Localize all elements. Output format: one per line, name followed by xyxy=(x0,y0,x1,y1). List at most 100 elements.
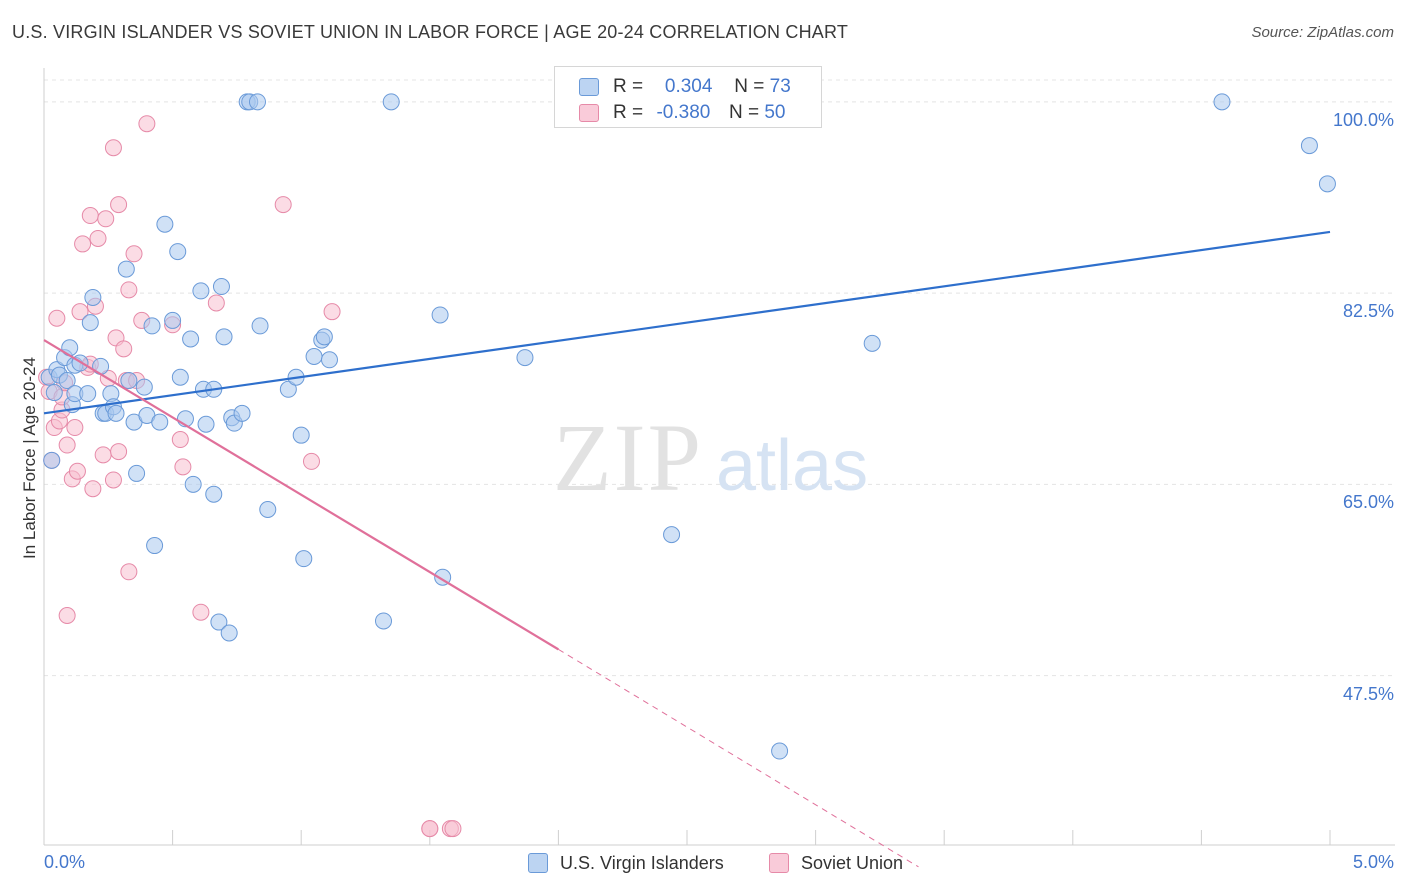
data-point[interactable] xyxy=(323,303,341,321)
data-point[interactable] xyxy=(169,243,187,261)
data-point[interactable] xyxy=(205,485,223,503)
legend-n-value: 50 xyxy=(764,102,786,123)
legend-item-us-virgin-islanders[interactable]: U.S. Virgin Islanders xyxy=(528,850,724,876)
legend-n-label: N = xyxy=(734,76,765,97)
data-point[interactable] xyxy=(120,281,138,299)
grid-lines xyxy=(44,79,1395,677)
data-point[interactable] xyxy=(107,404,125,422)
data-point[interactable] xyxy=(516,349,534,367)
data-point[interactable] xyxy=(315,328,333,346)
data-point[interactable] xyxy=(71,303,89,321)
data-point[interactable] xyxy=(292,426,310,444)
data-point[interactable] xyxy=(863,334,881,352)
legend-swatch-blue xyxy=(579,78,599,96)
chart-source: Source: ZipAtlas.com xyxy=(1251,24,1394,41)
data-point[interactable] xyxy=(320,351,338,369)
data-point[interactable] xyxy=(146,537,164,555)
legend-row-us-virgin-islanders: R = 0.304 N = 73 xyxy=(579,74,791,100)
data-point[interactable] xyxy=(375,612,393,630)
data-point[interactable] xyxy=(663,526,681,544)
data-point[interactable] xyxy=(171,368,189,386)
data-point[interactable] xyxy=(104,139,122,157)
data-point[interactable] xyxy=(135,378,153,396)
data-point[interactable] xyxy=(58,436,76,454)
data-point[interactable] xyxy=(104,471,122,489)
data-point[interactable] xyxy=(431,306,449,324)
data-point[interactable] xyxy=(58,372,76,390)
data-point[interactable] xyxy=(110,196,128,214)
y-tick-label: 100.0% xyxy=(1332,109,1394,130)
data-point[interactable] xyxy=(248,93,266,111)
data-point[interactable] xyxy=(43,451,61,469)
data-point[interactable] xyxy=(81,207,99,225)
data-point[interactable] xyxy=(192,282,210,300)
data-point[interactable] xyxy=(1318,175,1336,193)
data-point[interactable] xyxy=(128,464,146,482)
data-point[interactable] xyxy=(151,413,169,431)
data-point[interactable] xyxy=(210,613,228,631)
legend-label-soviet-union: Soviet Union xyxy=(801,852,904,873)
data-point[interactable] xyxy=(89,229,107,247)
data-point[interactable] xyxy=(125,245,143,263)
data-point[interactable] xyxy=(279,380,297,398)
data-point[interactable] xyxy=(274,196,292,214)
legend-r-label: R = xyxy=(613,102,644,123)
data-point[interactable] xyxy=(220,624,238,642)
data-point[interactable] xyxy=(295,550,313,568)
series-us-virgin-islanders xyxy=(40,93,1336,760)
data-point[interactable] xyxy=(233,404,251,422)
data-point[interactable] xyxy=(164,311,182,329)
data-point[interactable] xyxy=(79,385,97,403)
legend-swatch-blue xyxy=(528,853,548,873)
data-point[interactable] xyxy=(120,563,138,581)
data-point[interactable] xyxy=(156,215,174,233)
data-point[interactable] xyxy=(84,480,102,498)
data-point[interactable] xyxy=(174,458,192,476)
watermark: ZIP atlas xyxy=(553,404,868,511)
data-point[interactable] xyxy=(74,235,92,253)
data-point[interactable] xyxy=(1300,137,1318,155)
data-point[interactable] xyxy=(771,742,789,760)
data-point[interactable] xyxy=(259,500,277,518)
data-point[interactable] xyxy=(45,384,63,402)
data-point[interactable] xyxy=(66,419,84,437)
data-point[interactable] xyxy=(97,210,115,228)
data-point[interactable] xyxy=(305,347,323,365)
data-point[interactable] xyxy=(81,314,99,332)
legend-n-value: 73 xyxy=(769,76,791,97)
data-point[interactable] xyxy=(171,431,189,449)
data-point[interactable] xyxy=(212,278,230,296)
data-point[interactable] xyxy=(192,603,210,621)
watermark-zip: ZIP xyxy=(553,404,703,511)
data-point[interactable] xyxy=(84,288,102,306)
correlation-legend: R = 0.304 N = 73 R = -0.380 N = 50 xyxy=(554,66,822,128)
data-point[interactable] xyxy=(207,294,225,312)
data-point[interactable] xyxy=(94,446,112,464)
data-point[interactable] xyxy=(444,820,462,838)
legend-item-soviet-union[interactable]: Soviet Union xyxy=(769,850,903,876)
legend-r-value: 0.304 xyxy=(664,76,713,97)
data-point[interactable] xyxy=(215,328,233,346)
data-point[interactable] xyxy=(1213,93,1231,111)
data-point[interactable] xyxy=(138,115,156,133)
data-point[interactable] xyxy=(117,260,135,278)
data-point[interactable] xyxy=(184,475,202,493)
data-point[interactable] xyxy=(251,317,269,335)
data-point[interactable] xyxy=(182,330,200,348)
data-point[interactable] xyxy=(120,372,138,390)
data-point[interactable] xyxy=(302,452,320,470)
trend-line-soviet-union xyxy=(43,339,559,651)
trend-line-us-virgin-islanders xyxy=(43,230,1331,415)
data-point[interactable] xyxy=(421,820,439,838)
data-point[interactable] xyxy=(143,317,161,335)
data-point[interactable] xyxy=(110,443,128,461)
data-point[interactable] xyxy=(197,415,215,433)
legend-swatch-pink xyxy=(769,853,789,873)
data-point[interactable] xyxy=(382,93,400,111)
data-point[interactable] xyxy=(68,462,86,480)
data-point[interactable] xyxy=(115,340,133,358)
data-point[interactable] xyxy=(48,309,66,327)
legend-n-label: N = xyxy=(728,102,760,123)
data-point[interactable] xyxy=(58,607,76,624)
